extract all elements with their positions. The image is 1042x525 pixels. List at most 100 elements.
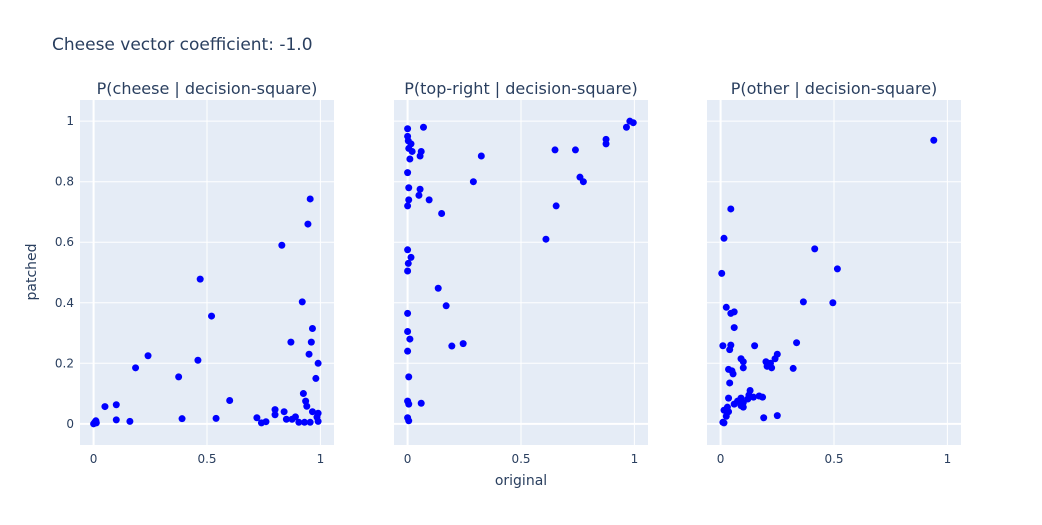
data-point bbox=[126, 417, 134, 425]
data-point bbox=[718, 269, 726, 277]
y-tick-label: 1 bbox=[66, 114, 74, 128]
x-tick-label: 0 bbox=[90, 452, 98, 466]
data-point bbox=[551, 146, 559, 154]
data-point bbox=[744, 395, 752, 403]
data-point bbox=[739, 364, 747, 372]
data-point bbox=[602, 135, 610, 143]
data-point bbox=[303, 402, 311, 410]
data-point bbox=[291, 413, 299, 421]
data-point bbox=[212, 414, 220, 422]
subplot-1: 0 0.2 0.4 0.6 0.8 1 0 0.5 1 P(cheese | decision-s… bbox=[55, 79, 334, 466]
data-point bbox=[144, 352, 152, 360]
data-point bbox=[459, 340, 467, 348]
data-point bbox=[208, 312, 216, 320]
data-point bbox=[434, 284, 442, 292]
subplot-3: 0 0.5 1 P(other | decision-square) bbox=[707, 79, 961, 466]
data-point bbox=[287, 338, 295, 346]
data-point bbox=[175, 373, 183, 381]
data-point bbox=[759, 393, 767, 401]
data-point bbox=[178, 415, 186, 423]
x-tick-label: 1 bbox=[944, 452, 952, 466]
data-point bbox=[571, 146, 579, 154]
data-point bbox=[768, 364, 776, 372]
data-point bbox=[299, 390, 307, 398]
data-point bbox=[793, 339, 801, 347]
data-point bbox=[405, 400, 413, 408]
x-tick-label: 1 bbox=[317, 452, 325, 466]
x-tick-label: 0.5 bbox=[197, 452, 216, 466]
data-point bbox=[722, 303, 730, 311]
data-point bbox=[253, 414, 261, 422]
data-point bbox=[405, 196, 413, 204]
data-point bbox=[306, 195, 314, 203]
data-point bbox=[730, 400, 738, 408]
y-axis-label: patched bbox=[24, 243, 40, 300]
data-point bbox=[308, 324, 316, 332]
data-point bbox=[739, 358, 747, 366]
data-point bbox=[416, 185, 424, 193]
data-point bbox=[771, 355, 779, 363]
data-point bbox=[720, 419, 728, 427]
data-point bbox=[295, 418, 303, 426]
data-point bbox=[442, 302, 450, 310]
data-point bbox=[278, 241, 286, 249]
data-point bbox=[404, 328, 412, 336]
data-point bbox=[314, 417, 322, 425]
data-point bbox=[407, 253, 415, 261]
subplot-title: P(other | decision-square) bbox=[731, 79, 938, 98]
figure-title: Cheese vector coefficient: -1.0 bbox=[52, 35, 313, 55]
subplot-title: P(cheese | decision-square) bbox=[97, 79, 318, 98]
data-point bbox=[416, 152, 424, 160]
data-point bbox=[101, 403, 109, 411]
data-point bbox=[406, 155, 414, 163]
data-point bbox=[308, 408, 316, 416]
data-point bbox=[722, 412, 730, 420]
data-point bbox=[306, 418, 314, 426]
data-point bbox=[112, 416, 120, 424]
data-point bbox=[799, 298, 807, 306]
data-point bbox=[407, 140, 415, 148]
data-point bbox=[194, 356, 202, 364]
data-point bbox=[415, 191, 423, 199]
data-point bbox=[280, 408, 288, 416]
data-point bbox=[438, 209, 446, 217]
data-point bbox=[298, 298, 306, 306]
y-tick-label: 0 bbox=[66, 417, 74, 431]
data-point bbox=[417, 399, 425, 407]
y-tick-label: 0.2 bbox=[55, 356, 74, 370]
x-tick-label: 0.5 bbox=[511, 452, 530, 466]
data-point bbox=[132, 364, 140, 372]
data-point bbox=[729, 370, 737, 378]
data-point bbox=[739, 403, 747, 411]
y-tick-label: 0.4 bbox=[55, 296, 74, 310]
data-point bbox=[448, 342, 456, 350]
data-point bbox=[305, 350, 313, 358]
data-point bbox=[930, 136, 938, 144]
data-point bbox=[730, 308, 738, 316]
data-point bbox=[477, 152, 485, 160]
data-point bbox=[408, 147, 416, 155]
data-point bbox=[282, 415, 290, 423]
subplots: 0 0.2 0.4 0.6 0.8 1 0 0.5 1 P(cheese | decision-s… bbox=[55, 79, 961, 466]
data-point bbox=[552, 202, 560, 210]
data-point bbox=[226, 397, 234, 405]
x-tick-label: 1 bbox=[631, 452, 639, 466]
y-tick-label: 0.6 bbox=[55, 235, 74, 249]
data-point bbox=[811, 245, 819, 253]
y-tick-label: 0.8 bbox=[55, 175, 74, 189]
data-point bbox=[749, 393, 757, 401]
data-point bbox=[404, 267, 412, 275]
data-point bbox=[405, 417, 413, 425]
data-point bbox=[730, 324, 738, 332]
data-point bbox=[404, 202, 412, 210]
data-point bbox=[271, 411, 279, 419]
data-point bbox=[92, 419, 100, 427]
data-point bbox=[404, 309, 412, 317]
subplot-title: P(top-right | decision-square) bbox=[404, 79, 638, 98]
data-point bbox=[406, 335, 414, 343]
data-point bbox=[720, 234, 728, 242]
subplot-2: 0 0.5 1 P(top-right | decision-square) bbox=[394, 79, 648, 466]
data-point bbox=[833, 265, 841, 273]
data-point bbox=[760, 414, 768, 422]
